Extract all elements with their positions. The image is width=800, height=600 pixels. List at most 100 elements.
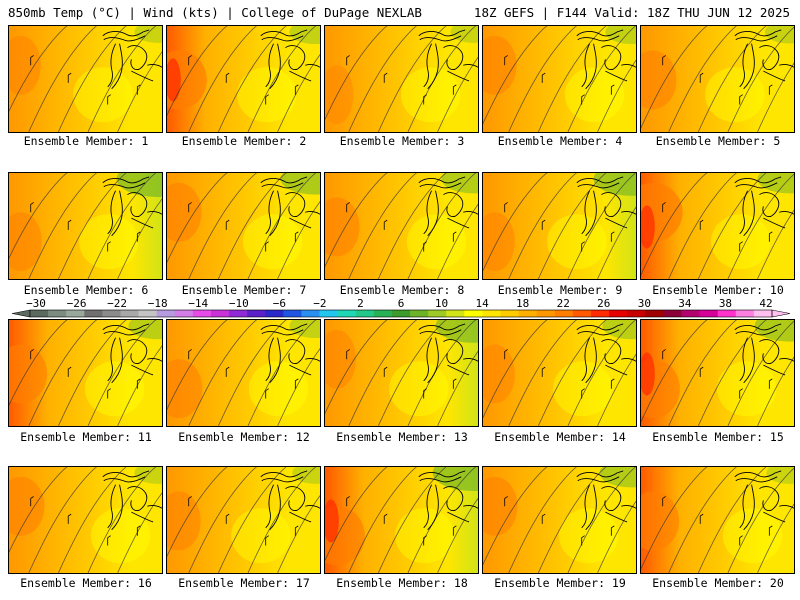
- great-lakes-coastline: [743, 337, 755, 384]
- member-caption: Ensemble Member: 12: [178, 430, 310, 444]
- height-contour: [217, 320, 287, 426]
- warm-region: [167, 491, 201, 551]
- height-contour: [537, 320, 607, 426]
- great-lakes-coastline: [443, 486, 464, 512]
- great-lakes-coastline: [107, 43, 117, 88]
- height-contour: [567, 320, 636, 426]
- warm-region: [483, 35, 517, 95]
- height-contour: [508, 467, 578, 573]
- warm-region: [483, 344, 515, 404]
- great-lakes-coastline: [265, 190, 275, 235]
- warm-region: [325, 329, 356, 389]
- hot-region: [325, 499, 339, 543]
- great-lakes-coastline: [102, 176, 150, 184]
- great-lakes-coastline: [427, 43, 439, 90]
- great-lakes-coastline: [739, 190, 749, 235]
- mild-region: [711, 214, 771, 270]
- wind-barb: [136, 231, 141, 242]
- wind-barb: [136, 525, 141, 536]
- wind-barb: [739, 388, 743, 399]
- colorbar-tick-label: 42: [759, 297, 772, 310]
- colorbar-swatch: [283, 310, 302, 317]
- wind-barb: [504, 349, 508, 360]
- great-lakes-coastline: [131, 364, 154, 376]
- height-contour: [407, 467, 477, 573]
- wind-barb: [107, 388, 111, 399]
- great-lakes-coastline: [759, 339, 780, 365]
- colorbar-swatch: [482, 310, 501, 317]
- ensemble-map-panel: [324, 172, 479, 280]
- cool-region: [116, 173, 162, 197]
- height-contour: [247, 320, 317, 426]
- wind-barb: [294, 231, 299, 242]
- wind-barb: [423, 535, 427, 546]
- wind-barb: [383, 72, 388, 83]
- height-contour: [277, 201, 320, 279]
- colorbar-tick-label: 26: [597, 297, 610, 310]
- ensemble-map-panel: [640, 466, 795, 574]
- wind-barb: [423, 94, 427, 105]
- great-lakes-coastline: [763, 511, 786, 523]
- great-lakes-coastline: [734, 470, 782, 478]
- wind-barb: [581, 94, 585, 105]
- wind-barb: [699, 366, 704, 377]
- wind-barb: [346, 55, 350, 66]
- member-caption: Ensemble Member: 15: [652, 430, 784, 444]
- colorbar-swatch: [663, 310, 682, 317]
- cool-region: [432, 467, 478, 491]
- great-lakes-coastline: [289, 511, 312, 523]
- wind-barb: [610, 84, 615, 95]
- great-lakes-coastline: [131, 70, 154, 82]
- great-lakes-coastline: [763, 217, 786, 229]
- wind-barb: [383, 513, 388, 524]
- great-lakes-coastline: [734, 323, 782, 331]
- colorbar-swatch: [591, 310, 610, 317]
- wind-barb: [30, 202, 34, 213]
- mild-region: [395, 508, 455, 564]
- great-lakes-coastline: [443, 192, 464, 218]
- cool-region: [602, 320, 636, 340]
- height-contour: [348, 320, 418, 426]
- height-contour: [167, 26, 228, 117]
- wind-barb: [423, 388, 427, 399]
- wind-barb: [768, 84, 773, 95]
- member-caption: Ensemble Member: 7: [181, 283, 307, 297]
- colorbar-swatch: [753, 310, 773, 317]
- height-contour: [757, 503, 794, 573]
- height-contour: [641, 467, 708, 570]
- warm-region: [325, 197, 360, 257]
- valid-time: 18Z GEFS | F144 Valid: 18Z THU JUN 12 20…: [473, 5, 790, 20]
- great-lakes-coastline: [427, 484, 439, 531]
- height-contour: [28, 320, 98, 426]
- great-lakes-coastline: [269, 484, 281, 531]
- colorbar-min-arrow: [11, 309, 31, 318]
- wind-barb: [541, 513, 546, 524]
- wind-barb: [225, 72, 230, 83]
- colorbar-swatch: [373, 310, 393, 317]
- height-contour: [87, 173, 157, 279]
- colorbar-tick-label: −10: [229, 297, 249, 310]
- warm-region: [167, 359, 203, 419]
- ensemble-map-panel: [482, 25, 637, 133]
- wind-barb: [136, 378, 141, 389]
- wind-barb: [265, 241, 269, 252]
- great-lakes-coastline: [103, 35, 146, 42]
- height-contour: [597, 353, 636, 426]
- height-contour: [437, 203, 478, 279]
- ensemble-map-panel: [8, 319, 163, 427]
- great-lakes-coastline: [621, 505, 636, 509]
- wind-barb: [452, 231, 457, 242]
- ensemble-map-panel: [166, 319, 321, 427]
- height-contour: [537, 26, 607, 132]
- great-lakes-coastline: [127, 192, 148, 218]
- ensemble-map-panel: [324, 25, 479, 133]
- ensemble-map-panel: [8, 172, 163, 280]
- great-lakes-coastline: [423, 190, 433, 235]
- great-lakes-coastline: [423, 484, 433, 529]
- height-contour: [597, 206, 636, 279]
- great-lakes-coastline: [735, 182, 778, 189]
- wind-barb: [383, 366, 388, 377]
- height-contour: [167, 467, 228, 558]
- colorbar-tick-label: 30: [638, 297, 651, 310]
- colorbar-swatch: [229, 310, 248, 317]
